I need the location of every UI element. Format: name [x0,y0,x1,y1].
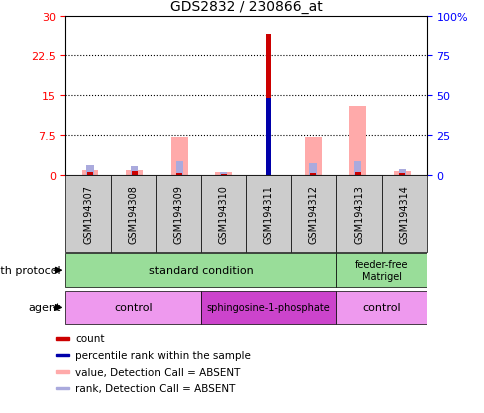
Text: GSM194314: GSM194314 [398,184,408,243]
Bar [56,370,68,373]
Bar [56,387,68,389]
Text: rank, Detection Call = ABSENT: rank, Detection Call = ABSENT [75,383,235,393]
Text: GSM194307: GSM194307 [83,184,93,243]
Text: control: control [362,303,400,313]
Text: value, Detection Call = ABSENT: value, Detection Call = ABSENT [75,367,240,377]
Text: count: count [75,334,104,344]
Bar [126,170,143,176]
Bar [348,107,365,176]
Bar [56,337,68,340]
Bar [336,291,426,325]
Bar [393,171,410,176]
Bar [200,176,245,252]
Bar [65,254,336,287]
Bar [131,167,138,176]
Bar [353,162,361,176]
Title: GDS2832 / 230866_at: GDS2832 / 230866_at [169,0,322,14]
Text: control: control [114,303,152,313]
Bar [265,35,271,176]
Bar [110,176,155,252]
Bar [86,165,93,176]
Bar [354,173,360,176]
Bar [132,171,137,176]
Bar [220,172,227,176]
Text: feeder-free
Matrigel: feeder-free Matrigel [354,260,408,281]
Text: sphingosine-1-phosphate: sphingosine-1-phosphate [206,303,330,313]
Bar [304,138,321,176]
Bar [291,176,336,252]
Bar [336,176,381,252]
Bar [245,176,291,252]
Text: agent: agent [28,303,61,313]
Bar [200,291,336,325]
Bar [87,173,93,176]
Bar [56,354,68,356]
Bar [265,99,271,176]
Bar [221,174,226,176]
Bar [398,169,405,176]
Text: GSM194313: GSM194313 [353,184,363,243]
Bar [398,174,404,176]
Bar [381,176,426,252]
Text: GSM194312: GSM194312 [308,184,318,243]
Text: standard condition: standard condition [148,266,253,275]
Bar [65,176,110,252]
Bar [170,138,187,176]
Bar [155,176,200,252]
Bar [176,174,182,176]
Text: GSM194309: GSM194309 [173,184,183,243]
Text: GSM194310: GSM194310 [218,184,228,243]
Bar [309,163,316,176]
Bar [336,254,426,287]
Text: GSM194311: GSM194311 [263,184,273,243]
Text: percentile rank within the sample: percentile rank within the sample [75,350,250,360]
Text: growth protocol: growth protocol [0,266,60,275]
Bar [81,170,98,176]
Text: GSM194308: GSM194308 [128,184,138,243]
Bar [175,162,182,176]
Bar [215,173,232,176]
Bar [309,174,315,176]
Bar [65,291,200,325]
